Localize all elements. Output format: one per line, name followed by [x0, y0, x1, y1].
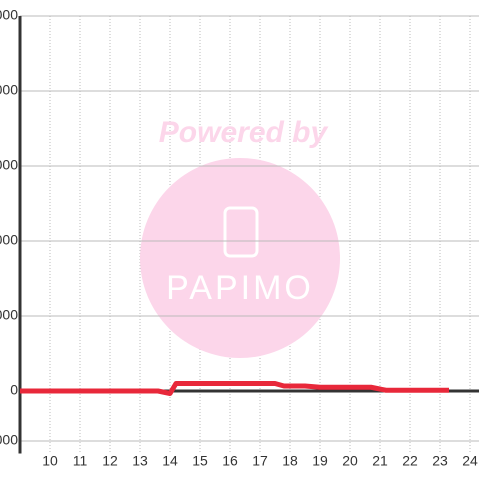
watermark-text: Powered by: [159, 116, 329, 149]
y-tick-label: 150,000: [0, 7, 18, 23]
x-tick-label: 10: [42, 453, 58, 469]
x-tick-label: 19: [312, 453, 328, 469]
x-tick-label: 17: [252, 453, 268, 469]
watermark-circle: [140, 158, 340, 358]
y-tick-label: 90,000: [0, 157, 18, 173]
y-tick-label: -20,000: [0, 432, 18, 448]
y-tick-label: 0: [10, 382, 18, 398]
x-tick-label: 18: [282, 453, 298, 469]
y-tick-label: 60,000: [0, 232, 18, 248]
x-tick-label: 13: [132, 453, 148, 469]
x-tick-label: 11: [73, 453, 88, 469]
x-tick-label: 16: [222, 453, 238, 469]
y-tick-label: 120,000: [0, 82, 18, 98]
x-tick-label: 12: [102, 453, 118, 469]
x-tick-label: 22: [402, 453, 418, 469]
x-tick-label: 14: [162, 453, 178, 469]
data-line: [20, 381, 449, 396]
x-tick-label: 15: [192, 453, 208, 469]
x-tick-label: 24: [462, 453, 478, 469]
watermark-phone: [223, 206, 259, 258]
x-tick-label: 23: [432, 453, 448, 469]
x-tick-label: 20: [342, 453, 358, 469]
watermark-logo: PAPIMO: [166, 269, 314, 307]
watermark: Powered by PAPIMO: [140, 116, 340, 358]
x-tick-label: 21: [372, 453, 388, 469]
y-tick-label: 30,000: [0, 307, 18, 323]
